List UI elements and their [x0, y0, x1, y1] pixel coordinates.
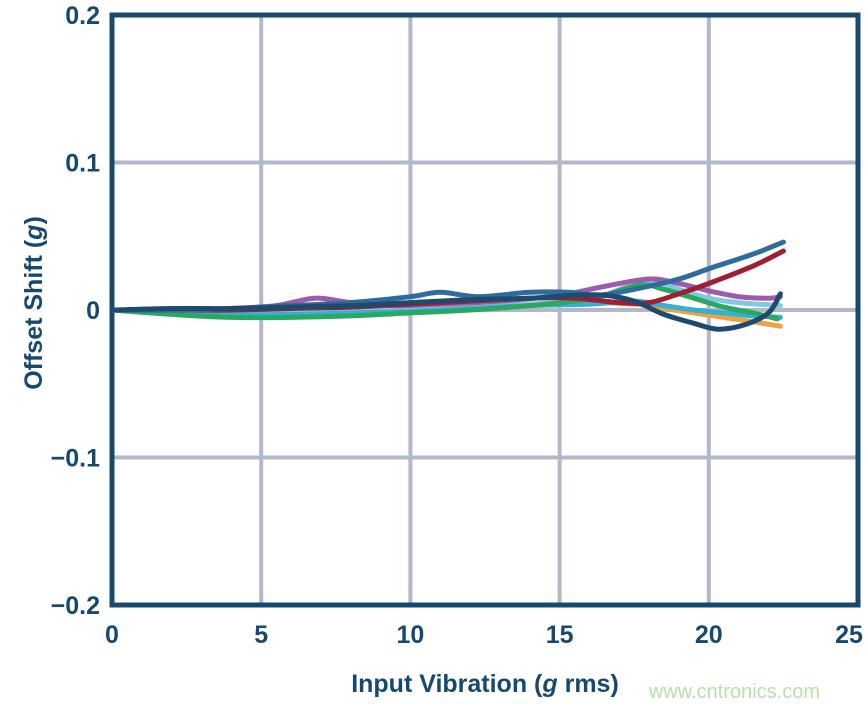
- series-line-green: [109, 282, 780, 322]
- watermark: www.cntronics.com: [648, 681, 820, 703]
- y-axis-title-post: ): [20, 216, 48, 224]
- series-line-dark-navy: [109, 291, 783, 332]
- y-tick-label-0.2: 0.2: [65, 2, 100, 30]
- x-tick-label-20: 20: [695, 621, 723, 649]
- y-tick-label-0.1: 0.1: [65, 150, 100, 178]
- y-tick-label-0: 0: [86, 297, 100, 325]
- x-tick-label-15: 15: [546, 621, 574, 649]
- x-tick-label-5: 5: [254, 621, 268, 649]
- y-axis-title-pre: Offset Shift (: [20, 239, 48, 390]
- y-tick-label-−0.1: −0.1: [51, 445, 100, 473]
- x-tick-label-0: 0: [105, 621, 119, 649]
- x-axis-title: Input Vibration (g rms): [351, 670, 619, 698]
- y-tick-labels: 0.2 0.1 0 −0.1 −0.2: [51, 2, 100, 620]
- y-tick-label-−0.2: −0.2: [51, 592, 100, 620]
- y-axis-title: Offset Shift (g): [20, 216, 48, 390]
- series-lines: [109, 239, 786, 332]
- x-axis-title-post: rms): [558, 670, 619, 698]
- y-axis-title-italic-g: g: [20, 225, 48, 241]
- x-tick-label-25: 25: [835, 621, 863, 649]
- x-axis-title-pre: Input Vibration (: [351, 670, 543, 698]
- x-tick-label-10: 10: [396, 621, 424, 649]
- x-axis-title-italic-g: g: [541, 670, 557, 698]
- x-tick-labels: 0 5 10 15 20 25: [105, 621, 863, 649]
